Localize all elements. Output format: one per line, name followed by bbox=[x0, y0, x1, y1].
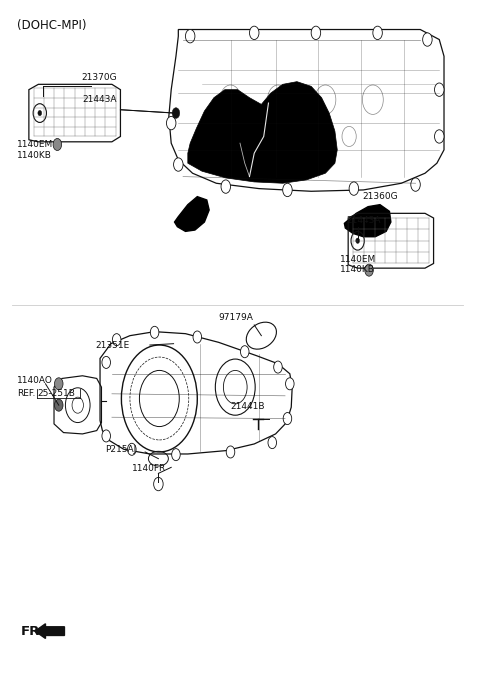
Circle shape bbox=[38, 111, 42, 116]
Text: 1140EM: 1140EM bbox=[17, 140, 53, 149]
FancyArrow shape bbox=[35, 623, 64, 638]
Circle shape bbox=[434, 130, 444, 143]
Circle shape bbox=[55, 399, 63, 411]
Text: 21370G: 21370G bbox=[81, 73, 117, 82]
Text: 1140KB: 1140KB bbox=[340, 266, 374, 274]
Circle shape bbox=[311, 26, 321, 40]
Circle shape bbox=[112, 334, 121, 346]
Circle shape bbox=[423, 33, 432, 47]
Text: 21360G: 21360G bbox=[362, 192, 398, 201]
Text: 1140KB: 1140KB bbox=[17, 150, 52, 160]
Circle shape bbox=[268, 437, 276, 449]
Polygon shape bbox=[344, 205, 391, 237]
Circle shape bbox=[185, 30, 195, 43]
Text: (DOHC-MPI): (DOHC-MPI) bbox=[17, 20, 86, 32]
Circle shape bbox=[356, 238, 360, 243]
Circle shape bbox=[221, 180, 230, 193]
Circle shape bbox=[174, 158, 183, 171]
Circle shape bbox=[274, 361, 282, 373]
Text: 1140FR: 1140FR bbox=[132, 464, 166, 473]
Circle shape bbox=[226, 446, 235, 458]
Circle shape bbox=[283, 412, 292, 425]
Circle shape bbox=[411, 178, 420, 191]
Circle shape bbox=[53, 138, 61, 150]
Circle shape bbox=[365, 264, 373, 276]
Text: 1140EM: 1140EM bbox=[340, 255, 376, 264]
Text: 21443A: 21443A bbox=[347, 216, 381, 224]
Text: 21443A: 21443A bbox=[83, 96, 117, 104]
Text: REF.: REF. bbox=[17, 390, 36, 398]
Circle shape bbox=[172, 449, 180, 460]
Circle shape bbox=[172, 108, 180, 119]
Circle shape bbox=[283, 183, 292, 197]
Text: 25-251B: 25-251B bbox=[37, 390, 75, 398]
Circle shape bbox=[128, 443, 136, 456]
Circle shape bbox=[373, 26, 383, 40]
Text: 1140AO: 1140AO bbox=[17, 376, 53, 385]
Circle shape bbox=[240, 346, 249, 358]
Circle shape bbox=[193, 331, 202, 343]
Text: 21351E: 21351E bbox=[96, 340, 130, 350]
Text: 21441B: 21441B bbox=[230, 402, 265, 410]
Circle shape bbox=[349, 182, 359, 195]
Polygon shape bbox=[188, 82, 337, 183]
Circle shape bbox=[55, 377, 63, 390]
Text: FR.: FR. bbox=[21, 625, 46, 638]
Circle shape bbox=[434, 83, 444, 96]
Circle shape bbox=[102, 430, 110, 442]
Text: 97179A: 97179A bbox=[219, 313, 253, 321]
Circle shape bbox=[150, 326, 159, 338]
Text: P215AJ: P215AJ bbox=[105, 445, 136, 454]
Circle shape bbox=[102, 357, 110, 369]
Circle shape bbox=[250, 26, 259, 40]
Circle shape bbox=[286, 377, 294, 390]
Circle shape bbox=[167, 117, 176, 130]
Polygon shape bbox=[175, 197, 209, 231]
